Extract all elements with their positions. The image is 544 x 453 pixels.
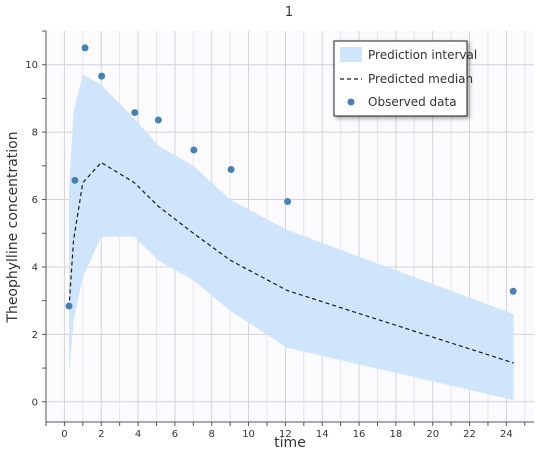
x-tick-label: 6 — [172, 429, 178, 440]
x-tick-label: 12 — [279, 429, 292, 440]
y-axis-title: Theophylline concentration — [5, 131, 21, 323]
legend-interval-swatch — [340, 47, 362, 62]
observed-point — [227, 166, 235, 174]
x-tick-label: 24 — [500, 429, 513, 440]
y-tick-label: 8 — [32, 128, 38, 139]
chart-title: 1 — [285, 5, 293, 20]
observed-point — [71, 176, 79, 184]
y-tick-label: 6 — [32, 195, 38, 206]
x-tick-label: 20 — [426, 429, 439, 440]
legend-interval-label: Prediction interval — [368, 48, 477, 62]
x-tick-label: 0 — [61, 429, 67, 440]
x-tick-label: 18 — [390, 429, 403, 440]
legend-observed-label: Observed data — [368, 95, 457, 109]
observed-point — [190, 146, 198, 154]
observed-point — [98, 72, 106, 80]
observed-point — [284, 198, 292, 206]
observed-point — [81, 44, 89, 52]
x-tick-label: 22 — [463, 429, 476, 440]
x-tick-label: 8 — [209, 429, 215, 440]
y-tick-label: 10 — [25, 60, 38, 71]
observed-point — [65, 302, 73, 310]
prediction-interval-band — [69, 74, 514, 401]
observed-point — [131, 109, 139, 117]
observed-point — [509, 287, 517, 295]
y-tick-label: 0 — [32, 397, 38, 408]
y-tick-label: 4 — [32, 262, 38, 273]
x-tick-label: 14 — [316, 429, 329, 440]
legend-observed-swatch — [347, 98, 355, 106]
x-axis-title: time — [274, 435, 306, 451]
x-tick-label: 4 — [135, 429, 141, 440]
observed-points — [65, 44, 517, 310]
legend: Prediction interval Predicted median Obs… — [333, 40, 477, 117]
observed-point — [154, 116, 162, 124]
y-tick-label: 2 — [32, 330, 38, 341]
x-tick-label: 10 — [242, 429, 255, 440]
x-tick-label: 2 — [98, 429, 104, 440]
legend-median-label: Predicted median — [368, 72, 473, 86]
x-tick-label: 16 — [353, 429, 366, 440]
